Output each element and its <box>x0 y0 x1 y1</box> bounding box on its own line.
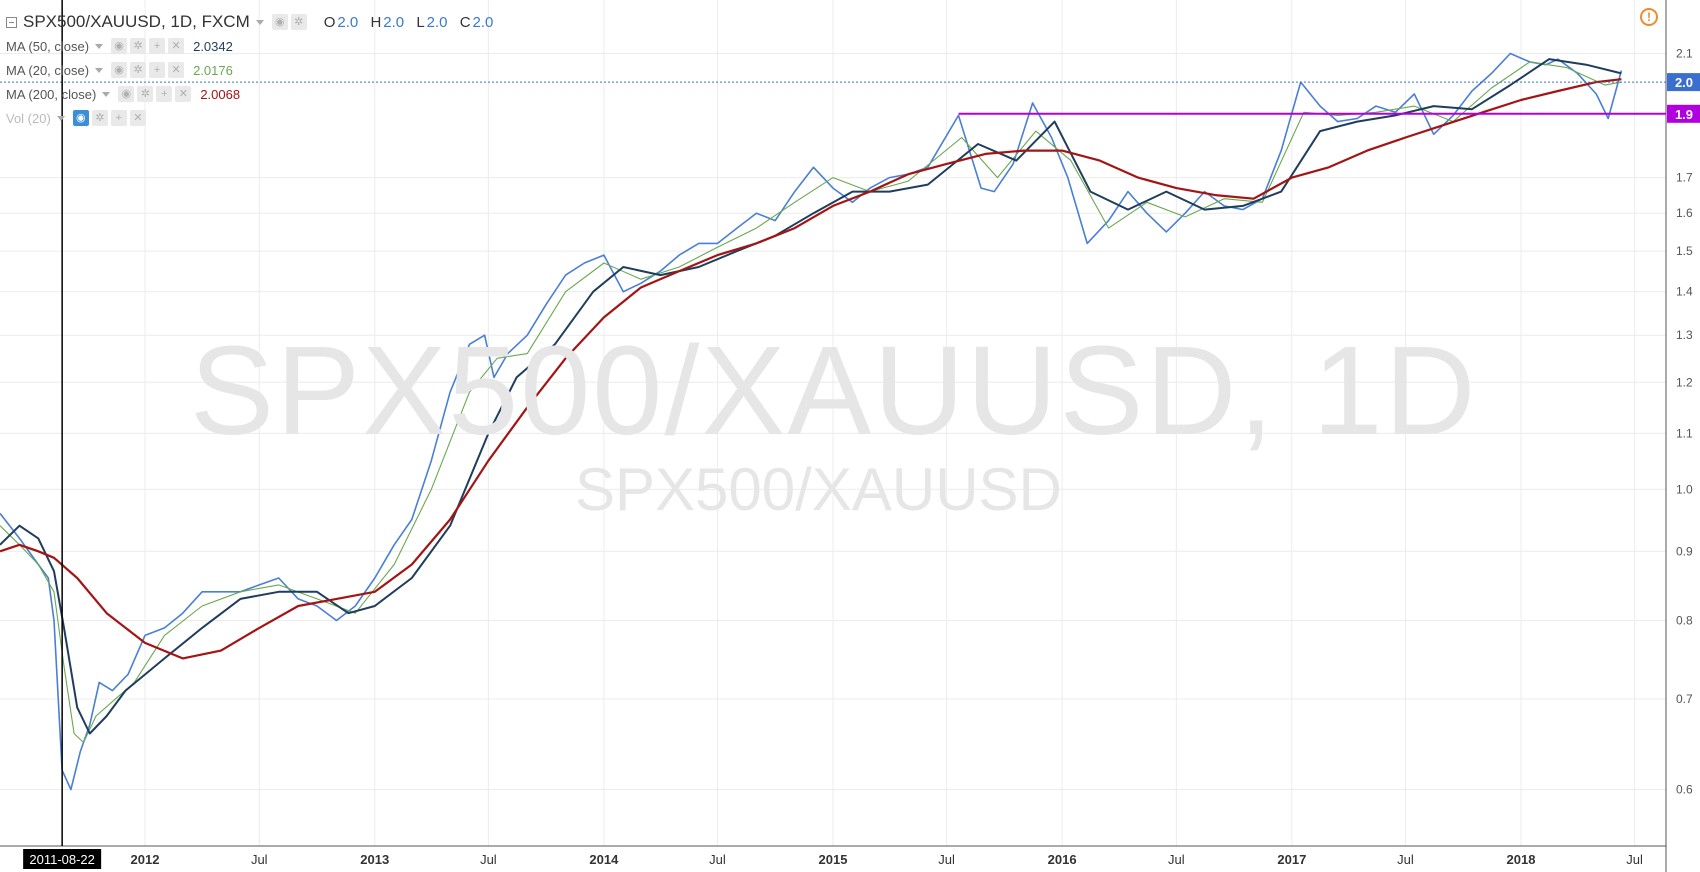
indicator-label-ma20[interactable]: MA (20, close) <box>6 62 90 78</box>
y-tick-label: 1.6 <box>1676 206 1693 220</box>
crosshair-date-box <box>23 849 102 869</box>
eye-icon[interactable]: ◉ <box>111 38 128 54</box>
collapse-toggle[interactable] <box>6 16 17 28</box>
gear-icon[interactable]: ✲ <box>130 62 147 78</box>
y-tick-label: 0.9 <box>1676 544 1693 558</box>
y-tick-label: 0.8 <box>1676 613 1693 627</box>
y-tick-label: 1.1 <box>1676 426 1693 440</box>
y-tick-label: 1.2 <box>1676 375 1693 389</box>
crosshair-date-label: 2011-08-22 <box>29 852 95 867</box>
gear-icon[interactable]: ✲ <box>290 14 307 30</box>
x-tick-label: Jul <box>709 852 726 867</box>
price-label-text: 1.9 <box>1675 107 1693 122</box>
chevron-down-icon[interactable] <box>255 19 264 25</box>
eye-icon[interactable]: ◉ <box>72 110 89 126</box>
indicator-row-ma20: MA (20, close) ◉ ✲ + ✕ 2.0176 <box>6 58 493 82</box>
indicator-value-ma20: 2.0176 <box>193 62 233 78</box>
x-tick-label: Jul <box>938 852 955 867</box>
chevron-down-icon[interactable] <box>95 67 104 73</box>
plus-icon[interactable]: + <box>156 86 173 102</box>
close-icon[interactable]: ✕ <box>168 62 185 78</box>
chevron-down-icon[interactable] <box>95 43 104 49</box>
indicator-row-vol: Vol (20) ◉ ✲ + ✕ <box>6 106 493 130</box>
indicator-value-ma200: 2.0068 <box>200 86 241 102</box>
ohlc-low-key: L <box>416 13 425 31</box>
indicator-value-ma50: 2.0342 <box>193 38 233 54</box>
y-tick-label: 2.1 <box>1676 46 1693 60</box>
y-tick-label: 1.7 <box>1676 171 1693 185</box>
x-tick-label: 2013 <box>360 852 389 867</box>
symbol-title[interactable]: SPX500/XAUUSD, 1D, FXCM <box>23 12 250 31</box>
price-label-text: 2.0 <box>1675 75 1693 90</box>
eye-icon[interactable]: ◉ <box>118 86 135 102</box>
ohlc-open-key: O <box>323 13 336 31</box>
ohlc-close-key: C <box>459 13 471 31</box>
indicator-row-ma200: MA (200, close) ◉ ✲ + ✕ 2.0068 <box>6 82 493 106</box>
gear-icon[interactable]: ✲ <box>130 38 147 54</box>
ohlc-close-value: 2.0 <box>472 13 494 31</box>
indicator-row-ma50: MA (50, close) ◉ ✲ + ✕ 2.0342 <box>6 34 493 58</box>
ohlc-open-value: 2.0 <box>337 13 359 31</box>
x-tick-label: Jul <box>251 852 268 867</box>
x-tick-label: 2012 <box>131 852 160 867</box>
y-tick-label: 1.4 <box>1676 285 1693 299</box>
chevron-down-icon[interactable] <box>56 115 65 121</box>
y-tick-label: 1.5 <box>1676 244 1693 258</box>
series-line-ma-200-close <box>0 78 1622 660</box>
y-tick-label: 0.6 <box>1676 783 1693 797</box>
eye-icon[interactable]: ◉ <box>111 62 128 78</box>
indicator-label-vol[interactable]: Vol (20) <box>6 110 51 126</box>
ohlc-high-value: 2.0 <box>383 13 405 31</box>
x-tick-label: 2016 <box>1048 852 1077 867</box>
eye-icon[interactable]: ◉ <box>271 14 288 30</box>
watermark-main: SPX500/XAUUSD, 1D <box>190 320 1478 461</box>
price-label-box <box>1667 73 1700 92</box>
x-tick-label: 2015 <box>819 852 848 867</box>
price-label-box <box>1667 104 1700 123</box>
close-icon[interactable]: ✕ <box>175 86 192 102</box>
ohlc-values: O 2.0 H 2.0 L 2.0 C 2.0 <box>316 14 494 31</box>
x-tick-label: Jul <box>1397 852 1414 867</box>
warning-icon[interactable]: ! <box>1640 8 1658 26</box>
plus-icon[interactable]: + <box>149 62 166 78</box>
plus-icon[interactable]: + <box>110 110 127 126</box>
x-tick-label: 2014 <box>589 852 619 867</box>
gear-icon[interactable]: ✲ <box>91 110 108 126</box>
series-line-ma-50-close <box>0 58 1622 735</box>
watermark-sub: SPX500/XAUUSD <box>575 456 1062 523</box>
x-tick-label: 2017 <box>1277 852 1306 867</box>
y-tick-label: 0.7 <box>1676 692 1693 706</box>
series-line-ma-20-close <box>0 61 1622 744</box>
close-icon[interactable]: ✕ <box>168 38 185 54</box>
x-tick-label: 2018 <box>1507 852 1536 867</box>
series-line-spx500-xauusd <box>0 52 1623 791</box>
x-tick-label: Jul <box>1626 852 1643 867</box>
indicator-label-ma200[interactable]: MA (200, close) <box>6 86 97 102</box>
indicator-label-ma50[interactable]: MA (50, close) <box>6 38 90 54</box>
y-tick-label: 1.3 <box>1676 328 1693 342</box>
close-icon[interactable]: ✕ <box>129 110 146 126</box>
gear-icon[interactable]: ✲ <box>137 86 154 102</box>
plus-icon[interactable]: + <box>149 38 166 54</box>
ohlc-low-value: 2.0 <box>426 13 448 31</box>
y-tick-label: 1.0 <box>1676 482 1693 496</box>
ohlc-high-key: H <box>370 13 382 31</box>
x-tick-label: Jul <box>1168 852 1185 867</box>
x-tick-label: Jul <box>480 852 497 867</box>
chevron-down-icon[interactable] <box>102 91 111 97</box>
